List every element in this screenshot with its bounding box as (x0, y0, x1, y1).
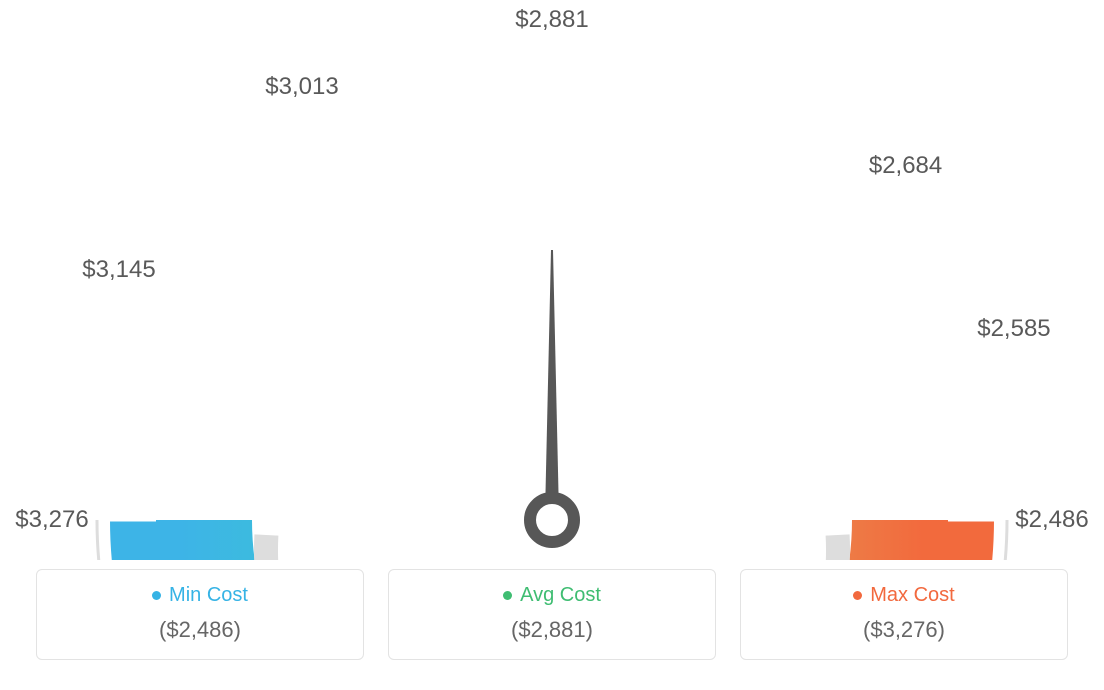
min-cost-title: Min Cost (47, 584, 353, 607)
max-cost-label: Max Cost (870, 584, 954, 606)
gauge-tick-label: $3,276 (15, 506, 88, 534)
gauge-tick (918, 351, 960, 369)
min-cost-dot-icon (152, 591, 161, 600)
gauge-tick (415, 100, 424, 127)
gauge-tick (292, 162, 308, 185)
gauge-svg (0, 0, 1104, 560)
gauge-needle (545, 250, 559, 515)
gauge-tick (946, 383, 973, 392)
max-cost-card: Max Cost ($3,276) (740, 569, 1068, 660)
gauge-tick (887, 260, 910, 276)
gauge-tick-label: $2,881 (515, 6, 588, 34)
gauge-tick (169, 299, 209, 322)
gauge-chart-container: $2,486 $2,585 $2,684 $2,881 $3,013 $3,145 $3,2… (0, 0, 1104, 690)
max-cost-value: ($3,276) (751, 617, 1057, 643)
avg-cost-value: ($2,881) (399, 617, 705, 643)
gauge-tick-label: $3,145 (82, 256, 155, 284)
avg-cost-label: Avg Cost (520, 584, 601, 606)
gauge-tick (331, 137, 354, 177)
gauge-tick (795, 162, 811, 185)
avg-cost-title: Avg Cost (399, 584, 705, 607)
avg-cost-dot-icon (503, 591, 512, 600)
min-cost-card: Min Cost ($2,486) (36, 569, 364, 660)
summary-cards: Min Cost ($2,486) Avg Cost ($2,881) Max … (36, 569, 1068, 660)
min-cost-value: ($2,486) (47, 617, 353, 643)
gauge-area: $2,486 $2,585 $2,684 $2,881 $3,013 $3,145 $3,2… (0, 0, 1104, 560)
min-cost-label: Min Cost (169, 584, 248, 606)
gauge-tick-label: $3,013 (265, 73, 338, 101)
max-cost-dot-icon (853, 591, 862, 600)
avg-cost-card: Avg Cost ($2,881) (388, 569, 716, 660)
gauge-tick-label: $2,684 (869, 152, 942, 180)
max-cost-title: Max Cost (751, 584, 1057, 607)
gauge-tick-label: $2,486 (1015, 506, 1088, 534)
gauge-tick (832, 207, 865, 240)
gauge-tick-label: $2,585 (977, 315, 1050, 343)
gauge-tick (194, 260, 217, 276)
gauge-tick (132, 383, 159, 392)
gauge-tick (680, 100, 689, 127)
gauge-needle-hub (530, 498, 574, 542)
